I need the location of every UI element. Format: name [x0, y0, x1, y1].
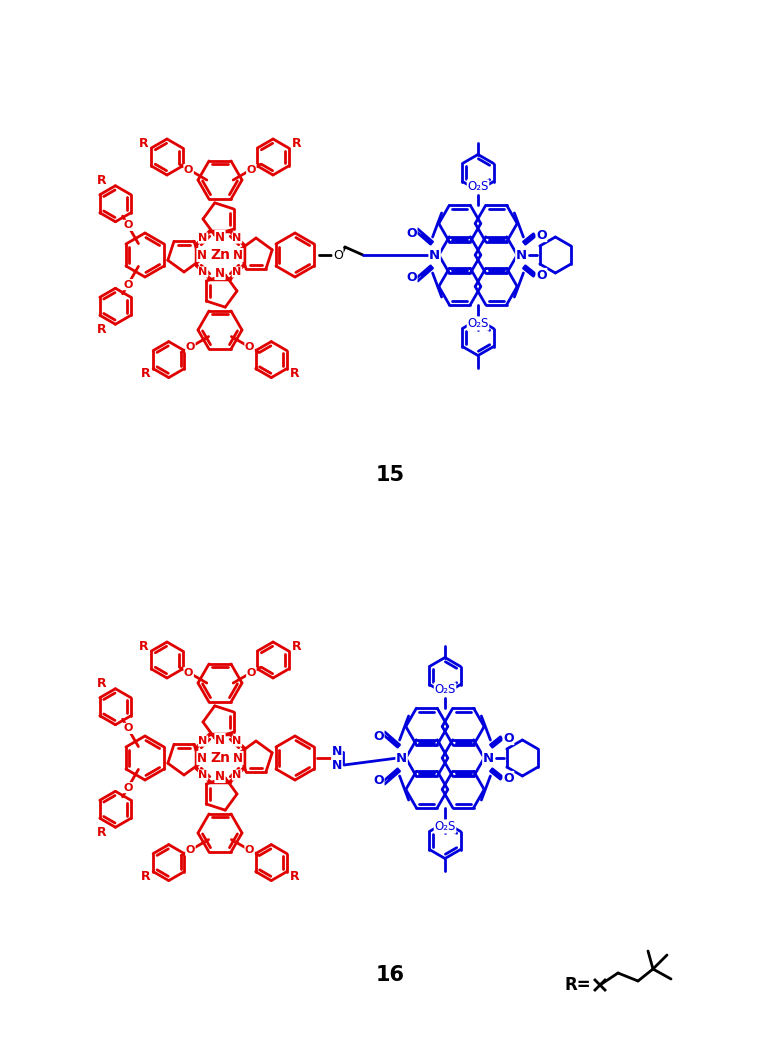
Text: N: N — [199, 770, 208, 780]
Text: R: R — [139, 640, 148, 653]
Text: O: O — [186, 846, 195, 855]
Text: O₂S: O₂S — [434, 820, 456, 833]
Text: N: N — [215, 733, 225, 747]
Text: N: N — [197, 752, 207, 764]
Text: N: N — [215, 231, 225, 243]
Text: O: O — [407, 270, 417, 284]
Text: N: N — [197, 249, 207, 261]
Text: O: O — [186, 342, 195, 353]
Text: O: O — [536, 229, 547, 241]
Text: O: O — [245, 342, 254, 353]
Text: R: R — [97, 323, 107, 336]
Text: N: N — [396, 752, 407, 764]
Text: O: O — [503, 772, 514, 784]
Text: N: N — [233, 233, 242, 243]
Text: N: N — [215, 266, 225, 280]
Text: O: O — [373, 774, 384, 786]
Text: R: R — [139, 137, 148, 150]
Text: N: N — [233, 249, 243, 261]
Text: N: N — [215, 770, 225, 782]
Text: N: N — [332, 758, 342, 772]
Text: N: N — [233, 267, 242, 277]
Text: Zn: Zn — [210, 751, 230, 765]
Text: O: O — [536, 268, 547, 282]
Text: R: R — [290, 367, 299, 380]
Text: R: R — [97, 826, 107, 839]
Text: O: O — [123, 280, 133, 289]
Text: O₂S: O₂S — [468, 180, 489, 193]
Text: O: O — [123, 220, 133, 231]
Text: 15: 15 — [376, 465, 404, 485]
Text: O: O — [333, 249, 343, 261]
Text: N: N — [516, 249, 527, 261]
Text: R: R — [97, 677, 107, 690]
Text: R: R — [141, 869, 150, 883]
Text: R: R — [291, 640, 301, 653]
Text: N: N — [332, 745, 342, 757]
Text: R: R — [141, 367, 150, 380]
Text: N: N — [199, 233, 208, 243]
Text: O: O — [503, 731, 514, 745]
Text: O: O — [123, 724, 133, 733]
Text: R: R — [97, 174, 107, 187]
Text: N: N — [199, 267, 208, 277]
Text: O₂S: O₂S — [434, 683, 456, 696]
Text: O: O — [247, 668, 256, 677]
Text: Zn: Zn — [210, 248, 230, 262]
Text: R=: R= — [565, 976, 591, 994]
Text: N: N — [199, 736, 208, 746]
Text: N: N — [483, 752, 494, 764]
Text: O: O — [184, 668, 193, 677]
Text: O₂S: O₂S — [468, 317, 489, 330]
Text: N: N — [233, 752, 243, 764]
Text: N: N — [233, 736, 242, 746]
Text: O: O — [373, 729, 384, 743]
Text: R: R — [291, 137, 301, 150]
Text: O: O — [407, 227, 417, 239]
Text: 16: 16 — [376, 965, 404, 985]
Text: O: O — [247, 164, 256, 175]
Text: N: N — [233, 770, 242, 780]
Text: O: O — [123, 783, 133, 792]
Text: O: O — [184, 164, 193, 175]
Text: N: N — [429, 249, 440, 261]
Text: R: R — [290, 869, 299, 883]
Text: O: O — [245, 846, 254, 855]
